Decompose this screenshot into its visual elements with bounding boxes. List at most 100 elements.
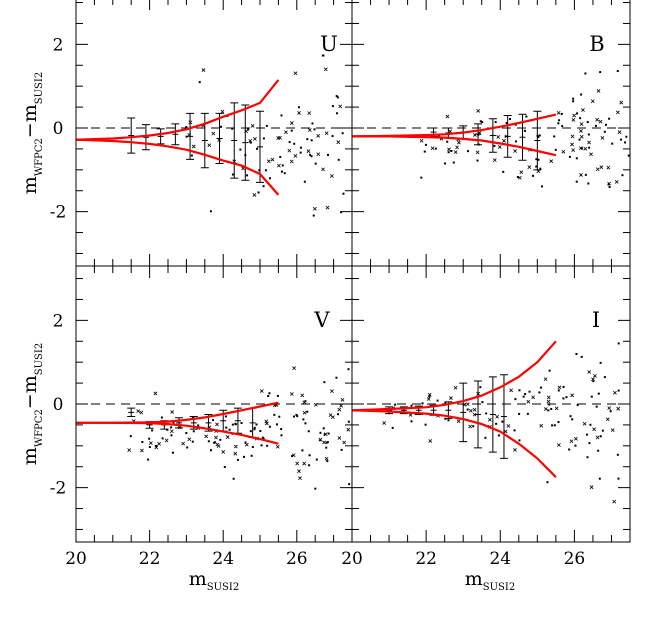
data-point [557,421,560,424]
error-bar [200,112,209,169]
data-point [613,390,617,395]
data-point [603,130,606,133]
data-point [556,110,561,115]
data-point [337,413,340,416]
data-point [297,111,301,115]
data-point [207,440,210,443]
data-point [568,155,571,158]
data-point [293,142,296,145]
data-point [191,144,196,149]
data-point [560,112,563,115]
error-bar [156,128,165,145]
data-point [587,370,592,374]
data-point [287,148,292,153]
data-point [264,169,267,172]
data-point [531,395,536,400]
data-point [262,185,265,188]
data-point [140,448,144,453]
data-point [231,173,234,176]
data-point [586,456,589,459]
error-bar [399,406,408,415]
data-point [335,376,338,379]
data-point [225,435,230,439]
data-point [595,167,600,172]
error-bar [385,406,394,415]
data-point [204,434,209,439]
data-point [535,158,538,161]
data-point [325,446,328,449]
data-point [306,410,309,413]
panel-label-u: U [320,32,338,56]
data-point [161,437,164,440]
data-point [250,454,253,457]
data-point [557,122,560,125]
data-point [198,81,201,84]
error-bar [127,407,136,418]
panel-v: 20-220 22 24 26 V [50,265,353,569]
data-point [278,415,281,418]
envelope-lower-curve [351,409,557,478]
data-point [295,461,300,466]
data-point [221,450,226,454]
data-point [475,150,480,155]
data-point [551,424,554,427]
data-point [248,138,253,143]
data-point [617,342,620,345]
data-point [599,435,602,438]
data-point [598,119,603,124]
data-point [572,97,575,100]
data-point [308,464,311,467]
data-point [583,146,588,151]
data-point [236,458,239,461]
data-point [289,392,294,396]
data-point [336,112,339,115]
data-point [335,95,338,98]
data-point [148,437,151,440]
data-point [608,186,611,189]
data-point [326,460,329,463]
data-point [497,145,502,149]
data-point [502,138,506,143]
data-point [321,54,324,57]
data-point [153,391,158,396]
data-point [322,427,325,430]
envelope-upper-curve [76,401,279,424]
data-point [517,175,522,180]
data-point [253,426,256,429]
data-point [481,121,484,124]
data-point [213,441,216,444]
data-point [562,385,565,388]
data-point [465,402,470,407]
data-point [265,124,268,127]
data-point [605,417,610,422]
data-point [214,435,218,440]
data-point [494,121,497,124]
data-point [313,402,318,407]
data-point [546,481,549,484]
data-point [201,68,206,72]
data-point [456,419,461,424]
data-point [247,128,250,131]
data-point [525,115,528,118]
data-point [553,424,556,427]
data-point [572,100,575,103]
data-point [255,423,258,426]
data-point [519,170,524,175]
data-point [604,123,607,126]
data-point [313,128,316,131]
data-point [337,158,340,161]
data-point [329,174,334,178]
data-point [568,448,571,451]
data-point [537,158,540,161]
data-point [550,407,553,410]
data-point [298,476,302,481]
error-bar [241,104,250,181]
data-point [280,170,283,173]
data-point [485,412,488,415]
data-point [524,393,527,396]
error-bar [127,117,136,154]
data-point [615,110,620,115]
data-point [592,427,597,432]
data-point [299,151,302,154]
data-point [496,135,501,139]
